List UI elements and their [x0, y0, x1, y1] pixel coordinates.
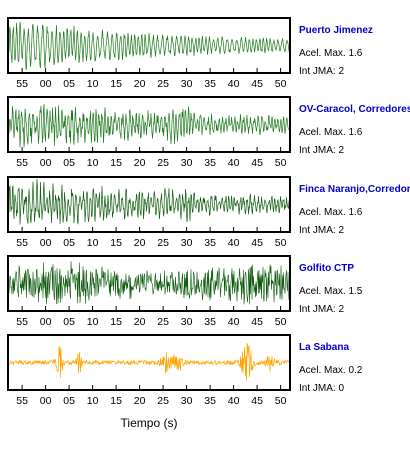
- panel-frame: [7, 96, 291, 153]
- x-tick-label: 15: [110, 157, 122, 169]
- x-tick-label: 55: [16, 395, 28, 407]
- x-tick-label: 45: [251, 237, 263, 249]
- x-tick-label: 10: [87, 316, 99, 328]
- x-tick-label: 20: [134, 78, 146, 90]
- station-name: OV-Caracol, Corredores: [299, 104, 410, 115]
- x-tick-label: 20: [134, 157, 146, 169]
- x-tick-label: 05: [63, 237, 75, 249]
- x-tick-label: 00: [40, 78, 52, 90]
- x-tick-label: 50: [275, 157, 287, 169]
- x-tick-label: 30: [181, 157, 193, 169]
- x-tick-label: 05: [63, 395, 75, 407]
- x-tick-label: 45: [251, 157, 263, 169]
- x-tick-label: 50: [275, 78, 287, 90]
- x-tick-label: 55: [16, 78, 28, 90]
- station-name: Finca Naranjo,Corredores: [299, 184, 410, 195]
- waveform-trace: [8, 343, 290, 382]
- x-tick-label: 55: [16, 237, 28, 249]
- x-tick-label: 25: [157, 157, 169, 169]
- x-tick-label: 15: [110, 316, 122, 328]
- x-tick-label: 25: [157, 395, 169, 407]
- jma-intensity-label: Int JMA: 2: [299, 145, 344, 156]
- x-tick-label: 25: [157, 316, 169, 328]
- x-tick-label: 25: [157, 237, 169, 249]
- x-tick-label: 30: [181, 237, 193, 249]
- x-tick-label: 20: [134, 316, 146, 328]
- waveform-trace: [8, 21, 290, 70]
- x-tick-label: 05: [63, 157, 75, 169]
- x-tick-label: 45: [251, 395, 263, 407]
- x-tick-label: 40: [228, 78, 240, 90]
- panel-frame: [7, 334, 291, 391]
- x-tick-label: 10: [87, 237, 99, 249]
- x-tick-label: 15: [110, 237, 122, 249]
- accel-max-label: Acel. Max. 1.6: [299, 127, 363, 138]
- accel-max-label: Acel. Max. 0.2: [299, 365, 363, 376]
- x-axis-label: Tiempo (s): [121, 416, 178, 430]
- x-tick-label: 00: [40, 157, 52, 169]
- x-tick-label: 20: [134, 237, 146, 249]
- jma-intensity-label: Int JMA: 2: [299, 66, 344, 77]
- station-name: Golfito CTP: [299, 263, 354, 274]
- waveform-trace: [8, 103, 290, 148]
- x-tick-label: 30: [181, 395, 193, 407]
- x-tick-label: 45: [251, 78, 263, 90]
- x-tick-label: 35: [204, 395, 216, 407]
- x-tick-label: 55: [16, 157, 28, 169]
- x-tick-label: 50: [275, 316, 287, 328]
- x-tick-label: 10: [87, 395, 99, 407]
- panel-frame: [7, 176, 291, 233]
- accel-max-label: Acel. Max. 1.5: [299, 286, 363, 297]
- panel-frame: [7, 17, 291, 74]
- waveform-trace: [8, 179, 290, 225]
- panel-4: 55 00 05 10 15 20 25 30 35 40 45 50 Golfito CTP Acel.…: [7, 255, 363, 328]
- panel-2: 55 00 05 10 15 20 25 30 35 40 45 50 OV-Caracol, Corr…: [7, 96, 410, 169]
- x-tick-label: 55: [16, 316, 28, 328]
- x-tick-label: 50: [275, 395, 287, 407]
- x-tick-label: 20: [134, 395, 146, 407]
- panel-1: 55 00 05 10 15 20 25 30 35 40 45 50 Puerto Jimenez Ac…: [7, 17, 373, 90]
- x-tick-label: 05: [63, 316, 75, 328]
- x-tick-label: 10: [87, 78, 99, 90]
- jma-intensity-label: Int JMA: 2: [299, 225, 344, 236]
- x-tick-label: 30: [181, 78, 193, 90]
- x-tick-label: 10: [87, 157, 99, 169]
- x-tick-label: 45: [251, 316, 263, 328]
- accel-max-label: Acel. Max. 1.6: [299, 48, 363, 59]
- x-tick-label: 35: [204, 237, 216, 249]
- panel-5: 55 00 05 10 15 20 25 30 35 40 45 50 La Sabana Acel. M…: [7, 334, 363, 407]
- x-tick-label: 25: [157, 78, 169, 90]
- station-name: Puerto Jimenez: [299, 25, 373, 36]
- x-tick-label: 35: [204, 157, 216, 169]
- jma-intensity-label: Int JMA: 0: [299, 383, 344, 394]
- x-tick-label: 15: [110, 395, 122, 407]
- x-tick-label: 00: [40, 237, 52, 249]
- x-tick-label: 15: [110, 78, 122, 90]
- accel-max-label: Acel. Max. 1.6: [299, 207, 363, 218]
- x-tick-label: 40: [228, 237, 240, 249]
- jma-intensity-label: Int JMA: 2: [299, 304, 344, 315]
- x-tick-label: 40: [228, 157, 240, 169]
- x-tick-label: 35: [204, 78, 216, 90]
- x-tick-label: 35: [204, 316, 216, 328]
- station-name: La Sabana: [299, 342, 349, 353]
- x-tick-label: 30: [181, 316, 193, 328]
- x-tick-label: 40: [228, 395, 240, 407]
- waveform-trace: [8, 261, 290, 305]
- x-tick-label: 00: [40, 395, 52, 407]
- panel-3: 55 00 05 10 15 20 25 30 35 40 45 50 Finca Naranjo,Co…: [7, 176, 410, 249]
- x-tick-label: 50: [275, 237, 287, 249]
- x-tick-label: 05: [63, 78, 75, 90]
- x-tick-label: 00: [40, 316, 52, 328]
- x-tick-label: 40: [228, 316, 240, 328]
- panel-frame: [7, 255, 291, 312]
